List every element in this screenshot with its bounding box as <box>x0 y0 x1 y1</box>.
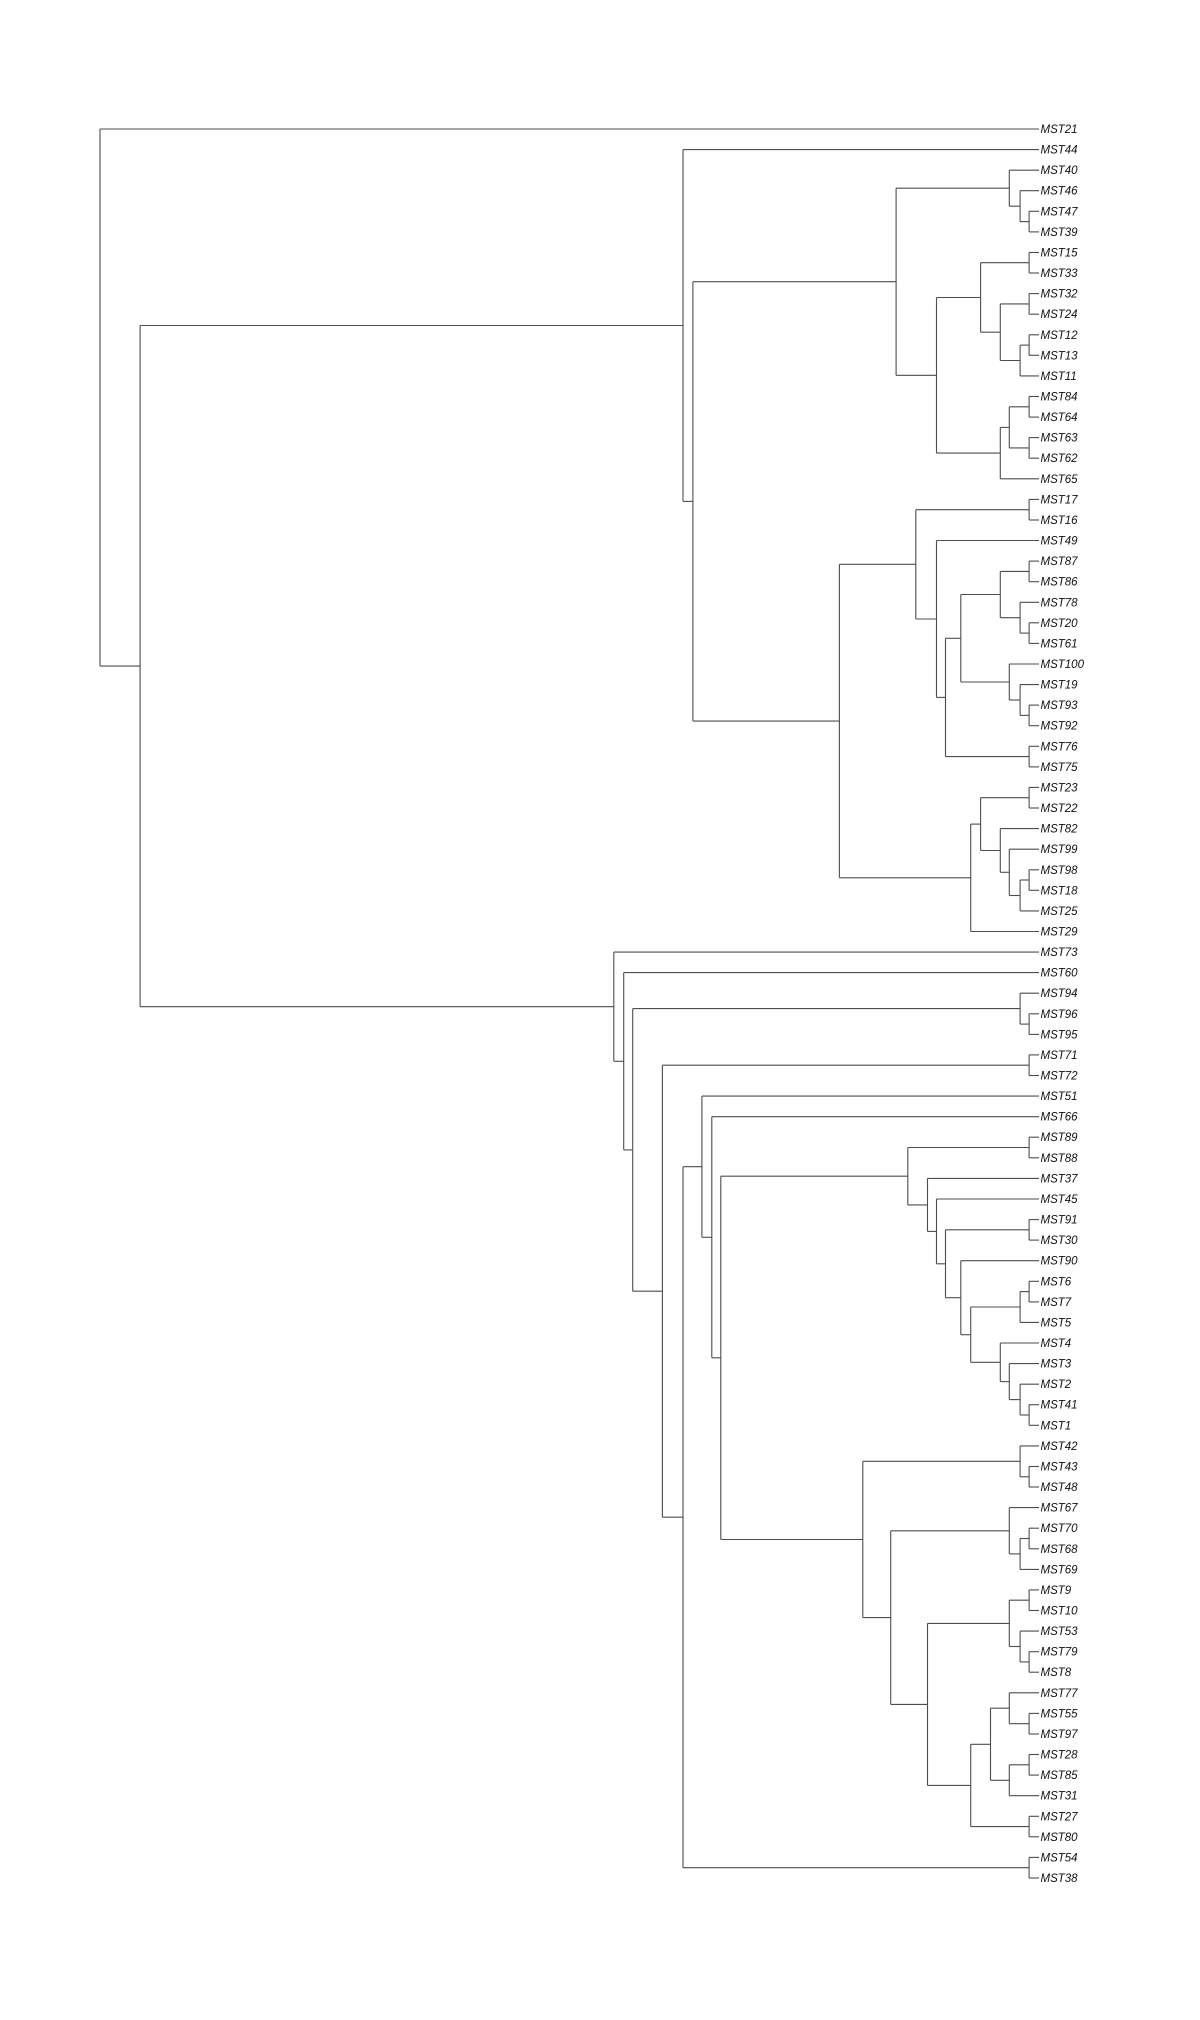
leaf-label-mst37: MST37 <box>1041 1173 1079 1185</box>
leaf-label-mst27: MST27 <box>1041 1811 1079 1823</box>
leaf-label-mst46: MST46 <box>1041 186 1079 198</box>
leaf-label-mst84: MST84 <box>1041 391 1078 403</box>
leaf-label-mst63: MST63 <box>1041 433 1079 445</box>
leaf-label-mst12: MST12 <box>1041 330 1079 342</box>
leaf-label-mst77: MST77 <box>1041 1688 1079 1700</box>
leaf-label-mst53: MST53 <box>1041 1626 1079 1638</box>
leaf-label-mst88: MST88 <box>1041 1153 1079 1165</box>
leaf-label-mst6: MST6 <box>1041 1276 1072 1288</box>
leaf-label-mst94: MST94 <box>1041 988 1078 1000</box>
leaf-label-mst3: MST3 <box>1041 1359 1072 1371</box>
leaf-label-mst54: MST54 <box>1041 1852 1078 1864</box>
leaf-label-mst29: MST29 <box>1041 926 1079 938</box>
leaf-label-mst87: MST87 <box>1041 556 1079 568</box>
leaf-label-mst48: MST48 <box>1041 1482 1079 1494</box>
leaf-label-mst25: MST25 <box>1041 906 1079 918</box>
leaf-label-mst44: MST44 <box>1041 145 1078 157</box>
leaf-label-mst79: MST79 <box>1041 1647 1079 1659</box>
leaf-label-mst39: MST39 <box>1041 227 1079 239</box>
leaf-label-mst82: MST82 <box>1041 824 1079 836</box>
leaf-label-mst70: MST70 <box>1041 1523 1079 1535</box>
leaf-label-mst8: MST8 <box>1041 1667 1072 1679</box>
leaf-label-mst51: MST51 <box>1041 1091 1078 1103</box>
leaf-label-mst11: MST11 <box>1041 371 1077 383</box>
leaf-label-mst99: MST99 <box>1041 844 1079 856</box>
leaf-label-mst10: MST10 <box>1041 1606 1079 1618</box>
leaf-label-mst55: MST55 <box>1041 1708 1079 1720</box>
dendrogram-branches <box>99 128 1039 1879</box>
leaf-label-mst42: MST42 <box>1041 1441 1079 1453</box>
leaf-label-mst61: MST61 <box>1041 638 1078 650</box>
leaf-label-mst1: MST1 <box>1041 1420 1072 1432</box>
leaf-label-mst33: MST33 <box>1041 268 1079 280</box>
leaf-label-mst89: MST89 <box>1041 1132 1079 1144</box>
leaf-label-mst100: MST100 <box>1041 659 1085 671</box>
leaf-label-mst24: MST24 <box>1041 309 1078 321</box>
leaf-label-mst43: MST43 <box>1041 1461 1079 1473</box>
leaf-label-mst28: MST28 <box>1041 1750 1079 1762</box>
leaf-label-mst23: MST23 <box>1041 782 1079 794</box>
leaf-label-mst21: MST21 <box>1041 124 1078 136</box>
leaf-label-mst20: MST20 <box>1041 618 1079 630</box>
leaf-label-mst60: MST60 <box>1041 968 1079 980</box>
leaf-label-mst95: MST95 <box>1041 1029 1079 1041</box>
leaf-label-mst62: MST62 <box>1041 453 1079 465</box>
leaf-label-mst85: MST85 <box>1041 1770 1079 1782</box>
leaf-label-mst41: MST41 <box>1041 1400 1078 1412</box>
leaf-label-mst16: MST16 <box>1041 515 1079 527</box>
dendrogram-leaf-labels: MST21 MST44 MST40 MST46 MST47 MST39 MST15 MST33… <box>1041 124 1085 1885</box>
leaf-label-mst47: MST47 <box>1041 206 1079 218</box>
leaf-label-mst32: MST32 <box>1041 289 1079 301</box>
leaf-label-mst40: MST40 <box>1041 165 1079 177</box>
leaf-label-mst4: MST4 <box>1041 1338 1072 1350</box>
leaf-label-mst78: MST78 <box>1041 597 1079 609</box>
leaf-label-mst31: MST31 <box>1041 1791 1078 1803</box>
leaf-label-mst7: MST7 <box>1041 1297 1072 1309</box>
leaf-label-mst49: MST49 <box>1041 536 1079 548</box>
leaf-label-mst97: MST97 <box>1041 1729 1079 1741</box>
leaf-label-mst18: MST18 <box>1041 885 1079 897</box>
leaf-label-mst68: MST68 <box>1041 1544 1079 1556</box>
leaf-label-mst67: MST67 <box>1041 1503 1079 1515</box>
leaf-label-mst71: MST71 <box>1041 1050 1078 1062</box>
leaf-label-mst96: MST96 <box>1041 1009 1079 1021</box>
leaf-label-mst86: MST86 <box>1041 577 1079 589</box>
leaf-label-mst45: MST45 <box>1041 1194 1079 1206</box>
leaf-label-mst19: MST19 <box>1041 680 1079 692</box>
leaf-label-mst66: MST66 <box>1041 1112 1079 1124</box>
leaf-label-mst98: MST98 <box>1041 865 1079 877</box>
leaf-label-mst5: MST5 <box>1041 1317 1072 1329</box>
leaf-label-mst90: MST90 <box>1041 1256 1079 1268</box>
leaf-label-mst69: MST69 <box>1041 1564 1079 1576</box>
leaf-label-mst64: MST64 <box>1041 412 1078 424</box>
leaf-label-mst72: MST72 <box>1041 1071 1079 1083</box>
leaf-label-mst17: MST17 <box>1041 494 1079 506</box>
leaf-label-mst80: MST80 <box>1041 1832 1079 1844</box>
leaf-label-mst92: MST92 <box>1041 721 1079 733</box>
leaf-label-mst2: MST2 <box>1041 1379 1072 1391</box>
leaf-label-mst75: MST75 <box>1041 762 1079 774</box>
leaf-label-mst9: MST9 <box>1041 1585 1072 1597</box>
leaf-label-mst13: MST13 <box>1041 350 1079 362</box>
leaf-label-mst73: MST73 <box>1041 947 1079 959</box>
leaf-label-mst91: MST91 <box>1041 1215 1078 1227</box>
leaf-label-mst22: MST22 <box>1041 803 1079 815</box>
leaf-label-mst65: MST65 <box>1041 474 1079 486</box>
leaf-label-mst15: MST15 <box>1041 247 1079 259</box>
leaf-label-mst93: MST93 <box>1041 700 1079 712</box>
leaf-label-mst30: MST30 <box>1041 1235 1079 1247</box>
leaf-label-mst76: MST76 <box>1041 741 1079 753</box>
leaf-label-mst38: MST38 <box>1041 1873 1079 1885</box>
